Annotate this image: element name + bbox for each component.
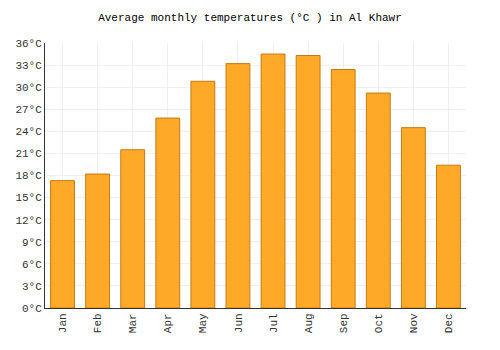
svg-text:6°C: 6°C xyxy=(22,259,42,271)
svg-text:Nov: Nov xyxy=(408,313,420,333)
svg-text:Mar: Mar xyxy=(127,313,139,333)
svg-text:15°C: 15°C xyxy=(15,192,42,204)
svg-text:36°C: 36°C xyxy=(15,38,42,50)
svg-text:27°C: 27°C xyxy=(15,104,42,116)
svg-text:9°C: 9°C xyxy=(22,237,42,249)
svg-text:12°C: 12°C xyxy=(15,215,42,227)
svg-text:Average monthly temperatures (: Average monthly temperatures (°C ) in Al… xyxy=(98,12,402,24)
svg-text:24°C: 24°C xyxy=(15,126,42,138)
svg-text:Dec: Dec xyxy=(443,313,455,333)
svg-text:Feb: Feb xyxy=(92,313,104,333)
svg-text:Oct: Oct xyxy=(373,313,385,333)
svg-text:Jan: Jan xyxy=(57,313,69,333)
svg-text:21°C: 21°C xyxy=(15,148,42,160)
svg-text:30°C: 30°C xyxy=(15,82,42,94)
svg-text:18°C: 18°C xyxy=(15,170,42,182)
svg-text:Sep: Sep xyxy=(338,313,350,333)
svg-text:May: May xyxy=(197,313,209,333)
svg-text:3°C: 3°C xyxy=(22,281,42,293)
svg-text:Aug: Aug xyxy=(303,313,315,333)
svg-text:Jun: Jun xyxy=(233,313,245,333)
svg-text:33°C: 33°C xyxy=(15,60,42,72)
svg-text:Jul: Jul xyxy=(268,313,280,333)
svg-text:0°C: 0°C xyxy=(22,303,42,315)
svg-text:Apr: Apr xyxy=(162,313,174,333)
